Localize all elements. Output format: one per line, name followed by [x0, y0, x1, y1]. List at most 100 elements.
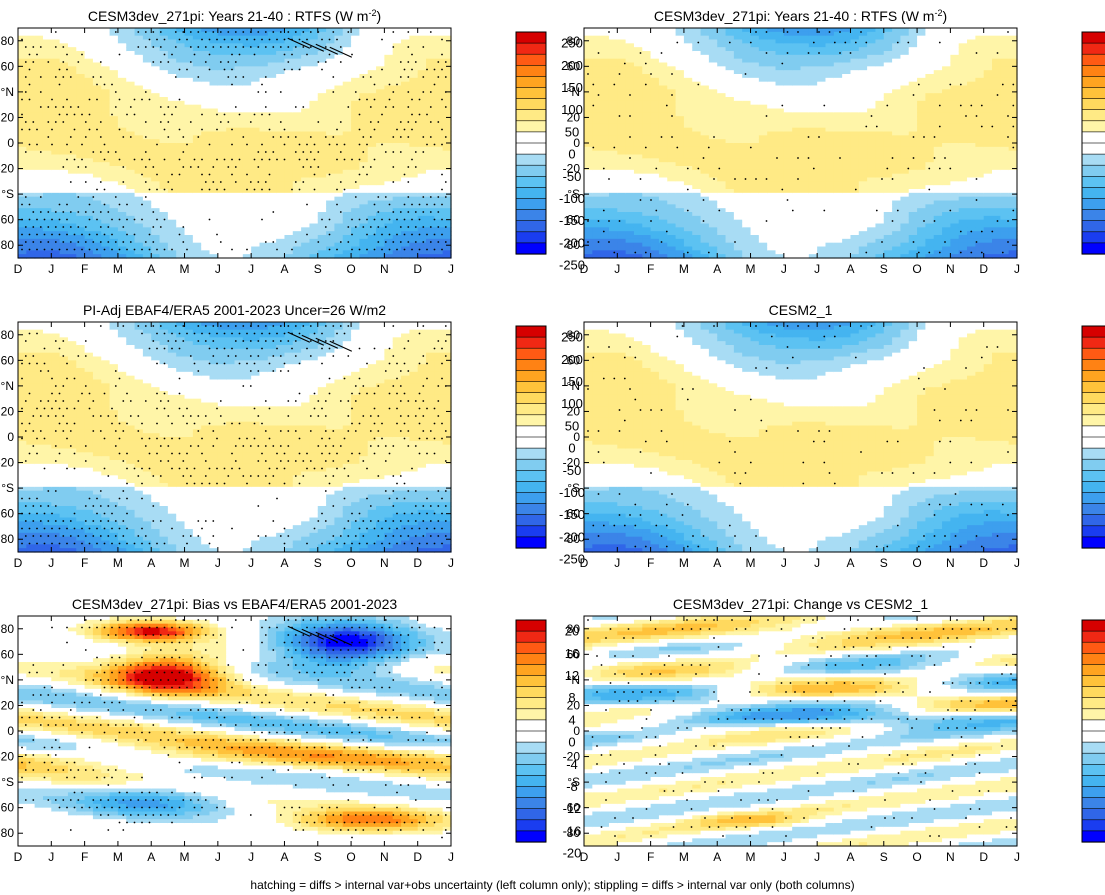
heatmap-cell [326, 250, 336, 255]
heatmap-cell [683, 108, 693, 113]
heatmap-cell [51, 143, 61, 148]
heatmap-cell [683, 242, 693, 248]
stipple-dot [399, 136, 402, 138]
heatmap-cell [117, 74, 127, 79]
stipple-dot [66, 158, 68, 161]
heatmap-cell [142, 39, 152, 44]
heatmap-cell [67, 212, 77, 217]
heatmap-cell [251, 238, 261, 244]
heatmap-cell [650, 150, 660, 156]
heatmap-cell [242, 135, 252, 140]
heatmap-cell [76, 250, 86, 255]
stipple-dot [201, 188, 203, 191]
heatmap-cell [242, 74, 252, 79]
stipple-dot [197, 31, 200, 33]
heatmap-cell [700, 150, 710, 156]
heatmap-cell [417, 196, 427, 202]
heatmap-cell [267, 135, 277, 140]
heatmap-cell [692, 146, 702, 152]
heatmap-cell [51, 127, 61, 133]
heatmap-cell [109, 146, 119, 152]
heatmap-cell [617, 89, 627, 94]
heatmap-cell [284, 192, 294, 198]
stipple-dot [159, 61, 162, 63]
heatmap-cell [409, 146, 419, 152]
heatmap-cell [167, 116, 177, 121]
heatmap-cell [192, 131, 202, 136]
heatmap-cell [26, 196, 36, 202]
heatmap-cell [209, 85, 219, 90]
heatmap-cell [367, 146, 377, 152]
heatmap-cell [592, 227, 602, 232]
heatmap-cell [226, 219, 236, 225]
stipple-dot [294, 151, 297, 153]
heatmap-cell [658, 200, 668, 205]
y-tick-label: °N [1, 85, 14, 99]
heatmap-cell [159, 31, 169, 37]
stipple-dot [403, 248, 406, 251]
stipple-dot [219, 181, 222, 183]
heatmap-cell [217, 123, 227, 129]
heatmap-cell [101, 143, 111, 148]
heatmap-cell [242, 104, 252, 110]
heatmap-cell [592, 135, 602, 140]
heatmap-cell [117, 47, 127, 52]
heatmap-cell [401, 116, 410, 121]
heatmap-cell [76, 35, 86, 41]
heatmap-cell [51, 200, 61, 205]
heatmap-cell [192, 77, 202, 83]
stipple-dot [118, 203, 121, 206]
heatmap-cell [401, 123, 410, 129]
stipple-dot [283, 38, 286, 41]
heatmap-cell [326, 131, 336, 136]
heatmap-cell [625, 31, 635, 37]
stipple-dot [223, 158, 226, 161]
heatmap-cell [42, 196, 52, 202]
stipple-dot [84, 211, 87, 213]
heatmap-cell [267, 28, 277, 33]
stipple-dot [186, 68, 188, 71]
heatmap-cell [351, 108, 361, 113]
stipple-dot [306, 233, 308, 236]
heatmap-cell [109, 127, 119, 133]
stipple-dot [276, 38, 278, 41]
heatmap-cell [51, 54, 61, 60]
heatmap-cell [109, 89, 119, 94]
heatmap-cell [642, 89, 652, 94]
heatmap-cell [226, 35, 236, 41]
stipple-dot [73, 128, 76, 131]
stipple-dot [437, 226, 440, 228]
heatmap-cell [592, 120, 602, 125]
heatmap-cell [600, 215, 610, 221]
stipple-dot [28, 128, 31, 131]
heatmap-cell [617, 58, 627, 64]
heatmap-cell [717, 231, 727, 236]
heatmap-cell [426, 154, 435, 159]
heatmap-cell [276, 81, 286, 87]
heatmap-cell [708, 112, 718, 117]
heatmap-cell [642, 116, 652, 121]
stipple-dot [73, 113, 76, 116]
heatmap-cell [284, 173, 294, 179]
heatmap-cell [334, 162, 344, 167]
heatmap-cell [51, 35, 61, 41]
heatmap-cell [625, 39, 635, 44]
heatmap-cell [51, 235, 61, 240]
heatmap-cell [326, 51, 336, 56]
heatmap-cell [226, 235, 236, 240]
stipple-dot [396, 128, 398, 131]
heatmap-cell [117, 54, 127, 60]
heatmap-cell [167, 223, 177, 228]
stipple-dot [111, 218, 113, 221]
heatmap-cell [317, 150, 327, 156]
stipple-dot [118, 128, 121, 131]
heatmap-cell [134, 74, 144, 79]
heatmap-cell [675, 135, 685, 140]
heatmap-cell [608, 192, 618, 198]
heatmap-cell [675, 227, 685, 232]
heatmap-cell [109, 185, 119, 190]
heatmap-cell [76, 181, 86, 186]
heatmap-cell [417, 146, 427, 152]
heatmap-cell [442, 28, 452, 33]
stipple-dot [238, 113, 241, 116]
